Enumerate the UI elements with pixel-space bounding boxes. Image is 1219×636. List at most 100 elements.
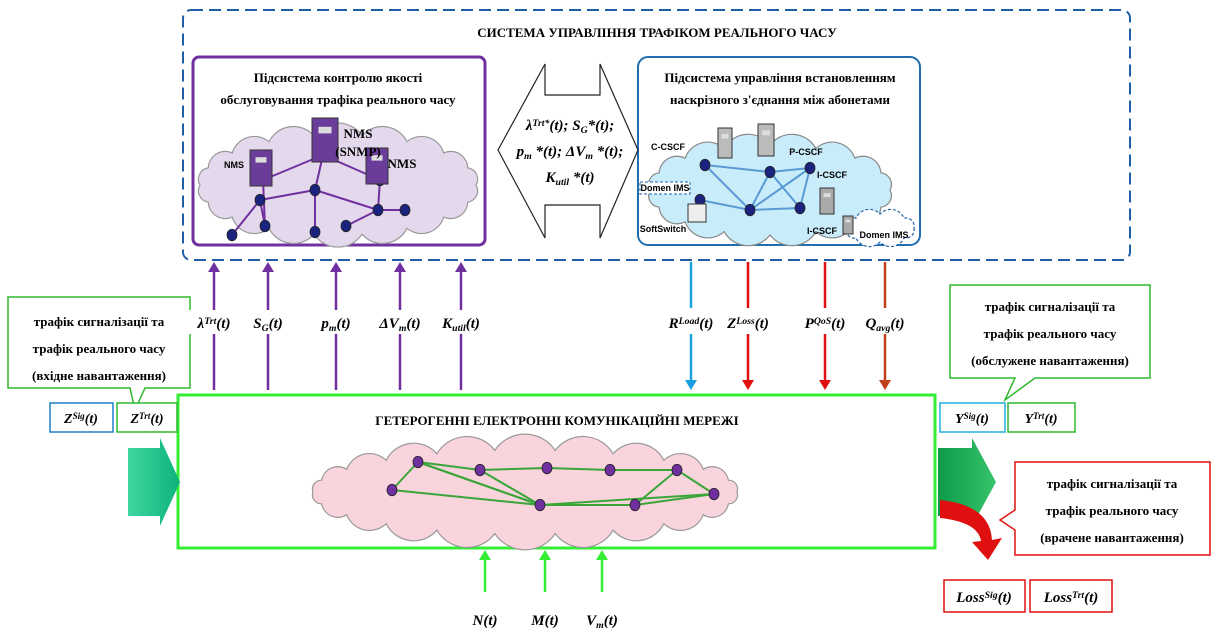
- quality-arrow-head: [330, 262, 342, 272]
- label: (обслужене навантаження): [971, 353, 1129, 368]
- label: СИСТЕМА УПРАВЛІННЯ ТРАФІКОМ РЕАЛЬНОГО ЧА…: [477, 25, 837, 40]
- formula-part: (t): [216, 316, 230, 332]
- formula-part: p: [515, 144, 525, 160]
- node: [535, 499, 545, 511]
- formula: pm *(t); ΔVm *(t);: [515, 144, 624, 162]
- formula-part: Load: [678, 316, 700, 327]
- formula-part: G: [262, 323, 269, 334]
- label: обслуговування трафіка реального часу: [220, 92, 456, 107]
- formula-part: (t): [976, 412, 989, 427]
- formula: SG(t): [253, 316, 283, 334]
- node: [605, 464, 615, 476]
- formula-part: ΔV: [378, 316, 400, 332]
- server-face: [846, 220, 851, 223]
- formula-part: (t): [699, 316, 713, 332]
- formula-part: Loss: [1043, 590, 1073, 606]
- formula: LossSig(t): [955, 590, 1012, 607]
- control-arrow-head: [479, 550, 491, 560]
- node: [672, 464, 682, 476]
- label: (SNMP): [335, 144, 381, 159]
- label: Domen IMS: [859, 230, 908, 240]
- server: [843, 216, 853, 234]
- connection-arrow-head: [685, 380, 697, 390]
- node: [630, 499, 640, 511]
- formula-part: Trt: [204, 316, 216, 327]
- formula-part: Trt: [139, 411, 151, 421]
- formula-part: Loss: [955, 590, 985, 606]
- node: [255, 194, 265, 206]
- label: трафік реального часу: [33, 341, 166, 356]
- node: [260, 220, 270, 232]
- formula-part: S: [253, 316, 261, 332]
- formula-part: Q: [865, 316, 876, 332]
- label: трафік сигналізації та: [34, 314, 165, 329]
- formula-part: Trt: [1072, 590, 1084, 601]
- formula-part: util: [452, 323, 466, 334]
- node: [373, 204, 383, 216]
- node: [413, 456, 423, 468]
- formula: Kutil *(t): [545, 170, 595, 188]
- formula-part: *(t); ΔV: [532, 144, 588, 160]
- formula-part: QoS: [814, 316, 832, 327]
- formula-part: Trt: [1033, 411, 1045, 421]
- formula: N(t): [472, 613, 498, 629]
- formula-part: *(t): [569, 170, 594, 186]
- quality-arrow-head: [262, 262, 274, 272]
- server-face: [256, 157, 267, 162]
- label: I-CSCF: [817, 170, 847, 180]
- label: SoftSwitch: [640, 224, 687, 234]
- quality-arrow-head: [394, 262, 406, 272]
- server-face: [762, 130, 770, 135]
- server: [820, 188, 834, 214]
- node: [387, 484, 397, 496]
- formula-part: Trt*: [532, 118, 549, 129]
- label: (вхідне навантаження): [32, 368, 166, 383]
- control-arrow-head: [539, 550, 551, 560]
- node: [542, 462, 552, 474]
- formula-part: Sig: [964, 411, 977, 421]
- label: наскрізного з'єднання між абонетами: [670, 92, 891, 107]
- formula-part: avg: [876, 323, 890, 334]
- connection-arrow-head: [742, 380, 754, 390]
- formula-part: (t): [336, 316, 350, 332]
- label: Domen IMS: [640, 183, 689, 193]
- formula-part: (t): [831, 316, 845, 332]
- formula-part: (t); S: [549, 118, 580, 134]
- formula-part: M(t): [530, 613, 559, 629]
- label: P-CSCF: [789, 147, 823, 157]
- formula-part: Sig: [73, 411, 86, 421]
- label: Підсистема управління встановленням: [664, 70, 895, 85]
- control-arrow-head: [596, 550, 608, 560]
- quality-arrow-head: [455, 262, 467, 272]
- input-arrow: [128, 438, 180, 526]
- formula-part: p: [319, 316, 329, 332]
- formula-part: (t): [998, 590, 1012, 606]
- formula-part: Z: [726, 316, 736, 332]
- node: [227, 229, 237, 241]
- server-face: [824, 193, 831, 197]
- node: [745, 204, 755, 216]
- formula: LossTrt(t): [1043, 590, 1099, 607]
- node: [475, 464, 485, 476]
- label: ГЕТЕРОГЕННІ ЕЛЕКТРОННІ КОМУНІКАЦІЙНІ МЕР…: [375, 413, 738, 428]
- connection-arrow-head: [819, 380, 831, 390]
- label: трафік сигналізації та: [1047, 476, 1178, 491]
- switch: [688, 204, 706, 222]
- label: трафік реального часу: [1046, 503, 1179, 518]
- formula-part: (t): [406, 316, 420, 332]
- formula-part: (t): [466, 316, 480, 332]
- label: трафік реального часу: [984, 326, 1117, 341]
- formula-part: (t): [85, 412, 98, 427]
- formula-part: (t): [150, 412, 163, 427]
- node: [341, 220, 351, 232]
- formula-part: G: [581, 125, 588, 136]
- node: [310, 184, 320, 196]
- diagram: СИСТЕМА УПРАВЛІННЯ ТРАФІКОМ РЕАЛЬНОГО ЧА…: [0, 0, 1219, 636]
- node: [795, 202, 805, 214]
- node: [310, 226, 320, 238]
- formula: M(t): [530, 613, 559, 629]
- server: [312, 118, 338, 162]
- server: [758, 124, 774, 156]
- label: трафік сигналізації та: [985, 299, 1116, 314]
- connection-arrow-head: [879, 380, 891, 390]
